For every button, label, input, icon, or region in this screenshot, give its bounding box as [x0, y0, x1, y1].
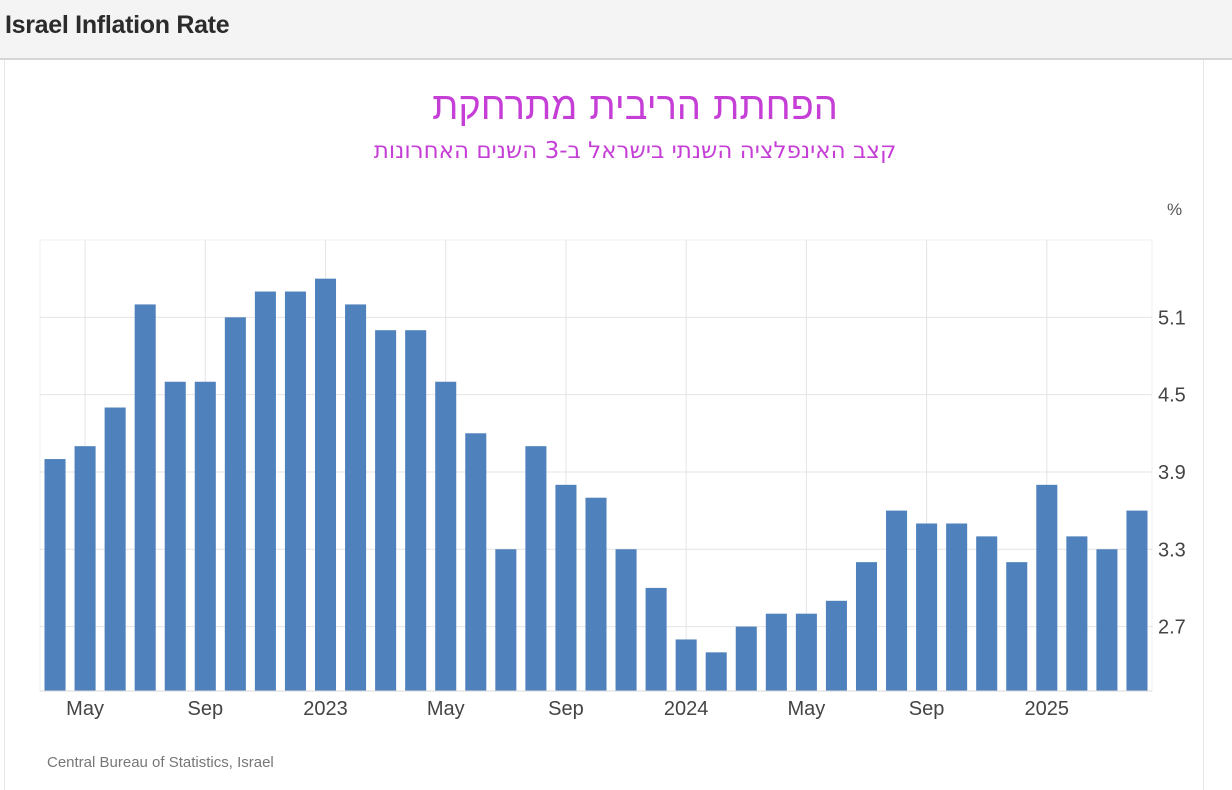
bar	[194, 381, 216, 691]
bar	[1036, 484, 1058, 691]
bar	[765, 613, 787, 691]
bar	[435, 381, 457, 691]
x-tick-label: May	[787, 698, 825, 720]
bar	[1096, 549, 1118, 691]
chart-panel	[4, 60, 1204, 790]
bar	[104, 407, 126, 691]
bar	[976, 536, 998, 691]
bar	[254, 291, 276, 691]
bar	[675, 639, 697, 691]
x-tick-label: 2023	[303, 698, 348, 720]
y-tick-label: 2.7	[1158, 617, 1186, 639]
bar	[855, 562, 878, 691]
y-unit-label: %	[1167, 200, 1182, 219]
bar	[946, 523, 968, 691]
x-tick-label: May	[66, 698, 104, 720]
y-tick-label: 4.5	[1158, 385, 1186, 407]
bar	[495, 549, 517, 691]
bar	[886, 510, 908, 691]
x-tick-label: Sep	[548, 698, 584, 720]
bar	[795, 613, 817, 691]
y-tick-label: 3.9	[1158, 462, 1186, 484]
bar	[134, 304, 156, 691]
chart-title: הפחתת הריבית מתרחקת	[432, 84, 838, 128]
bar	[465, 433, 487, 691]
bar	[1126, 510, 1148, 691]
bar	[525, 446, 547, 691]
bar	[345, 304, 367, 691]
bar	[825, 600, 847, 691]
bar	[284, 291, 306, 691]
bar	[405, 330, 427, 691]
y-tick-label: 3.3	[1158, 539, 1186, 561]
y-tick-label: 5.1	[1158, 307, 1186, 329]
x-tick-label: 2025	[1025, 698, 1070, 720]
x-tick-label: May	[427, 698, 465, 720]
bar	[705, 652, 727, 691]
source-note: Central Bureau of Statistics, Israel	[47, 754, 274, 771]
bar	[585, 497, 607, 691]
header-bar: Israel Inflation Rate	[0, 0, 1232, 60]
x-tick-label: Sep	[188, 698, 224, 720]
bar	[44, 459, 66, 691]
chart-subtitle: קצב האינפלציה השנתי בישראל ב-3 השנים האח…	[373, 138, 897, 164]
page-title: Israel Inflation Rate	[5, 11, 230, 39]
bar	[314, 278, 337, 691]
bar	[645, 587, 667, 691]
x-tick-label: 2024	[664, 698, 709, 720]
x-tick-label: Sep	[909, 698, 945, 720]
bar	[164, 381, 186, 691]
bar	[74, 446, 96, 691]
bar	[1006, 562, 1028, 691]
bar	[615, 549, 637, 691]
bar	[555, 484, 577, 691]
bar	[916, 523, 938, 691]
bar	[735, 626, 757, 691]
bar	[224, 317, 246, 691]
bar	[375, 330, 397, 691]
bar	[1066, 536, 1088, 691]
